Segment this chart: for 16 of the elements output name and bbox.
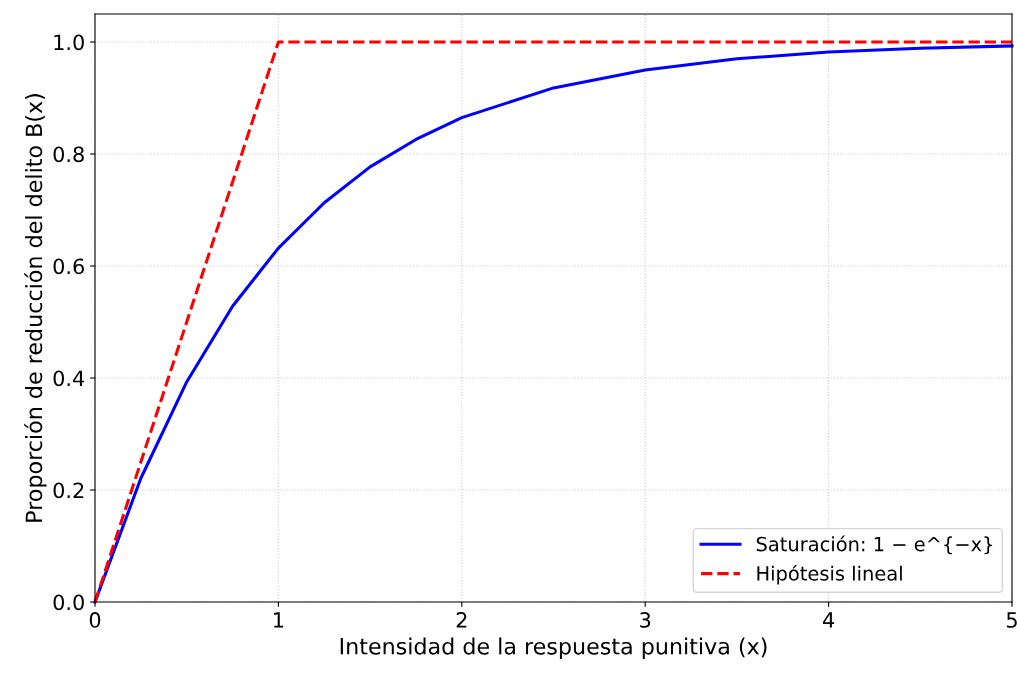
y-tick-label: 1.0 bbox=[54, 34, 84, 51]
x-tick-label: 4 bbox=[822, 612, 835, 628]
x-tick-label: 5 bbox=[1006, 612, 1017, 628]
legend-label: Hipótesis lineal bbox=[757, 564, 902, 585]
y-tick-label: 0.6 bbox=[53, 258, 84, 275]
y-tick-label: 0.0 bbox=[53, 594, 84, 611]
y-tick-label: 0.8 bbox=[53, 146, 84, 163]
x-tick-label: 0 bbox=[89, 612, 101, 628]
x-tick-label: 1 bbox=[274, 612, 284, 628]
x-axis-title: Intensidad de la respuesta punitiva (x) bbox=[340, 637, 767, 659]
y-tick-label: 0.4 bbox=[53, 370, 85, 387]
legend-label: Saturación: 1 − e^{−x} bbox=[756, 535, 993, 555]
x-tick-label: 3 bbox=[640, 612, 651, 628]
y-tick-label: 0.2 bbox=[53, 482, 84, 499]
y-axis-title: Proporción de reducción del delito B(x) bbox=[24, 94, 47, 522]
x-tick-label: 2 bbox=[456, 612, 467, 628]
